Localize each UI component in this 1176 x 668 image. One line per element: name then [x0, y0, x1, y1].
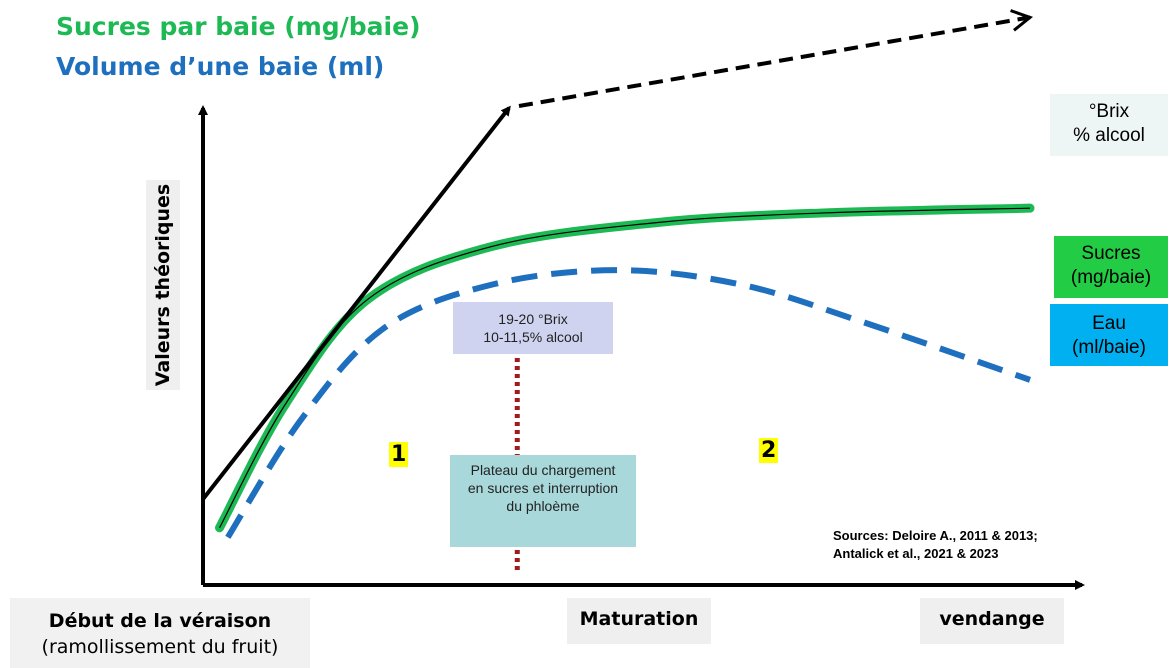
sources: Sources: Deloire A., 2011 & 2013; Antali…	[833, 527, 1038, 563]
note-brix-line2: 10-11,5% alcool	[483, 329, 583, 345]
y-axis-label: Valeurs théoriques	[146, 180, 180, 390]
note-brix-threshold: 19-20 °Brix 10-11,5% alcool	[453, 302, 613, 354]
sources-line1: Sources: Deloire A., 2011 & 2013;	[833, 528, 1038, 543]
legend-water-line2: (ml/baie)	[1072, 337, 1146, 358]
note-plateau: Plateau du chargement en sucres et inter…	[450, 455, 636, 547]
title-volume: Volume d’une baie (ml)	[56, 52, 385, 81]
series-water-line	[225, 267, 1031, 539]
legend-brix-line2: % alcool	[1073, 125, 1145, 146]
legend-water: Eau (ml/baie)	[1050, 304, 1168, 366]
title-sugar: Sucres par baie (mg/baie)	[56, 12, 421, 41]
sources-line2: Antalick et al., 2021 & 2023	[833, 546, 999, 561]
legend-water-line1: Eau	[1092, 313, 1126, 334]
zone-2-label: 2	[759, 438, 779, 463]
legend-brix-line1: °Brix	[1088, 101, 1130, 122]
legend-sugar-line1: Sucres	[1081, 243, 1141, 264]
legend-brix: °Brix % alcool	[1050, 94, 1168, 156]
series-brix-solid	[201, 105, 511, 501]
series-brix-dashed	[518, 9, 1034, 108]
x-label-start-sub: (ramollissement du fruit)	[41, 636, 279, 658]
x-label-start-main: Début de la véraison	[48, 610, 272, 632]
x-label-end: vendange	[920, 598, 1064, 644]
legend-sugar-line2: (mg/baie)	[1070, 267, 1152, 288]
series-sugar-core	[219, 207, 1031, 529]
x-label-mid: Maturation	[567, 598, 711, 644]
note-brix-line1: 19-20 °Brix	[498, 311, 568, 327]
legend-sugar: Sucres (mg/baie)	[1054, 236, 1168, 298]
zone-1-label: 1	[389, 442, 409, 467]
x-label-start: Début de la véraison (ramollissement du …	[10, 598, 310, 668]
